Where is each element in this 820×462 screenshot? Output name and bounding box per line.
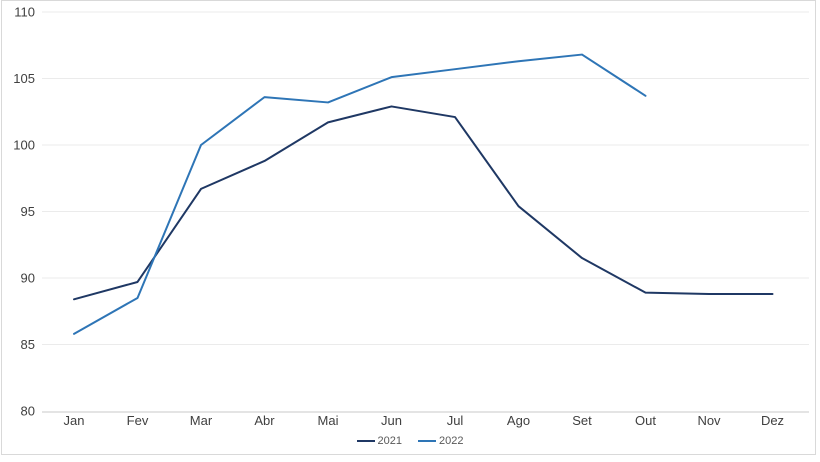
- x-tick-label-jul: Jul: [447, 413, 464, 428]
- x-tick-label-nov: Nov: [697, 413, 721, 428]
- series-line-2021: [73, 105, 774, 301]
- y-axis-tick-labels: 80 85 90 95 100 105 110: [13, 5, 35, 419]
- x-tick-label-set: Set: [572, 413, 592, 428]
- y-tick-label: 110: [14, 5, 35, 20]
- y-tick-label: 85: [21, 337, 35, 352]
- x-tick-label-dez: Dez: [761, 413, 784, 428]
- series-lines: [73, 53, 774, 335]
- y-tick-label: 90: [21, 271, 35, 286]
- x-tick-label-jan: Jan: [64, 413, 85, 428]
- y-tick-label: 105: [13, 71, 35, 86]
- legend: 2021 2022: [0, 435, 820, 447]
- legend-item-2021: 2021: [356, 435, 402, 447]
- x-tick-label-mai: Mai: [318, 413, 339, 428]
- x-tick-label-jun: Jun: [381, 413, 402, 428]
- legend-item-2022: 2022: [418, 435, 463, 447]
- legend-dash-icon: [418, 440, 436, 442]
- y-tick-label: 80: [21, 404, 35, 419]
- legend-label: 2021: [377, 435, 402, 447]
- y-tick-label: 100: [13, 138, 35, 153]
- gridlines: [42, 11, 809, 345]
- legend-label: 2022: [439, 435, 464, 447]
- series-line-2022: [73, 53, 647, 335]
- x-tick-label-mar: Mar: [190, 413, 213, 428]
- y-tick-label: 95: [21, 204, 35, 219]
- x-tick-label-out: Out: [635, 413, 656, 428]
- x-axis-tick-labels: Jan Fev Mar Abr Mai Jun Jul Ago Set Out Nov Dez: [64, 413, 785, 428]
- legend-dash-icon: [356, 440, 375, 442]
- x-tick-label-ago: Ago: [507, 413, 530, 428]
- x-tick-label-abr: Abr: [254, 413, 275, 428]
- x-tick-label-fev: Fev: [127, 413, 149, 428]
